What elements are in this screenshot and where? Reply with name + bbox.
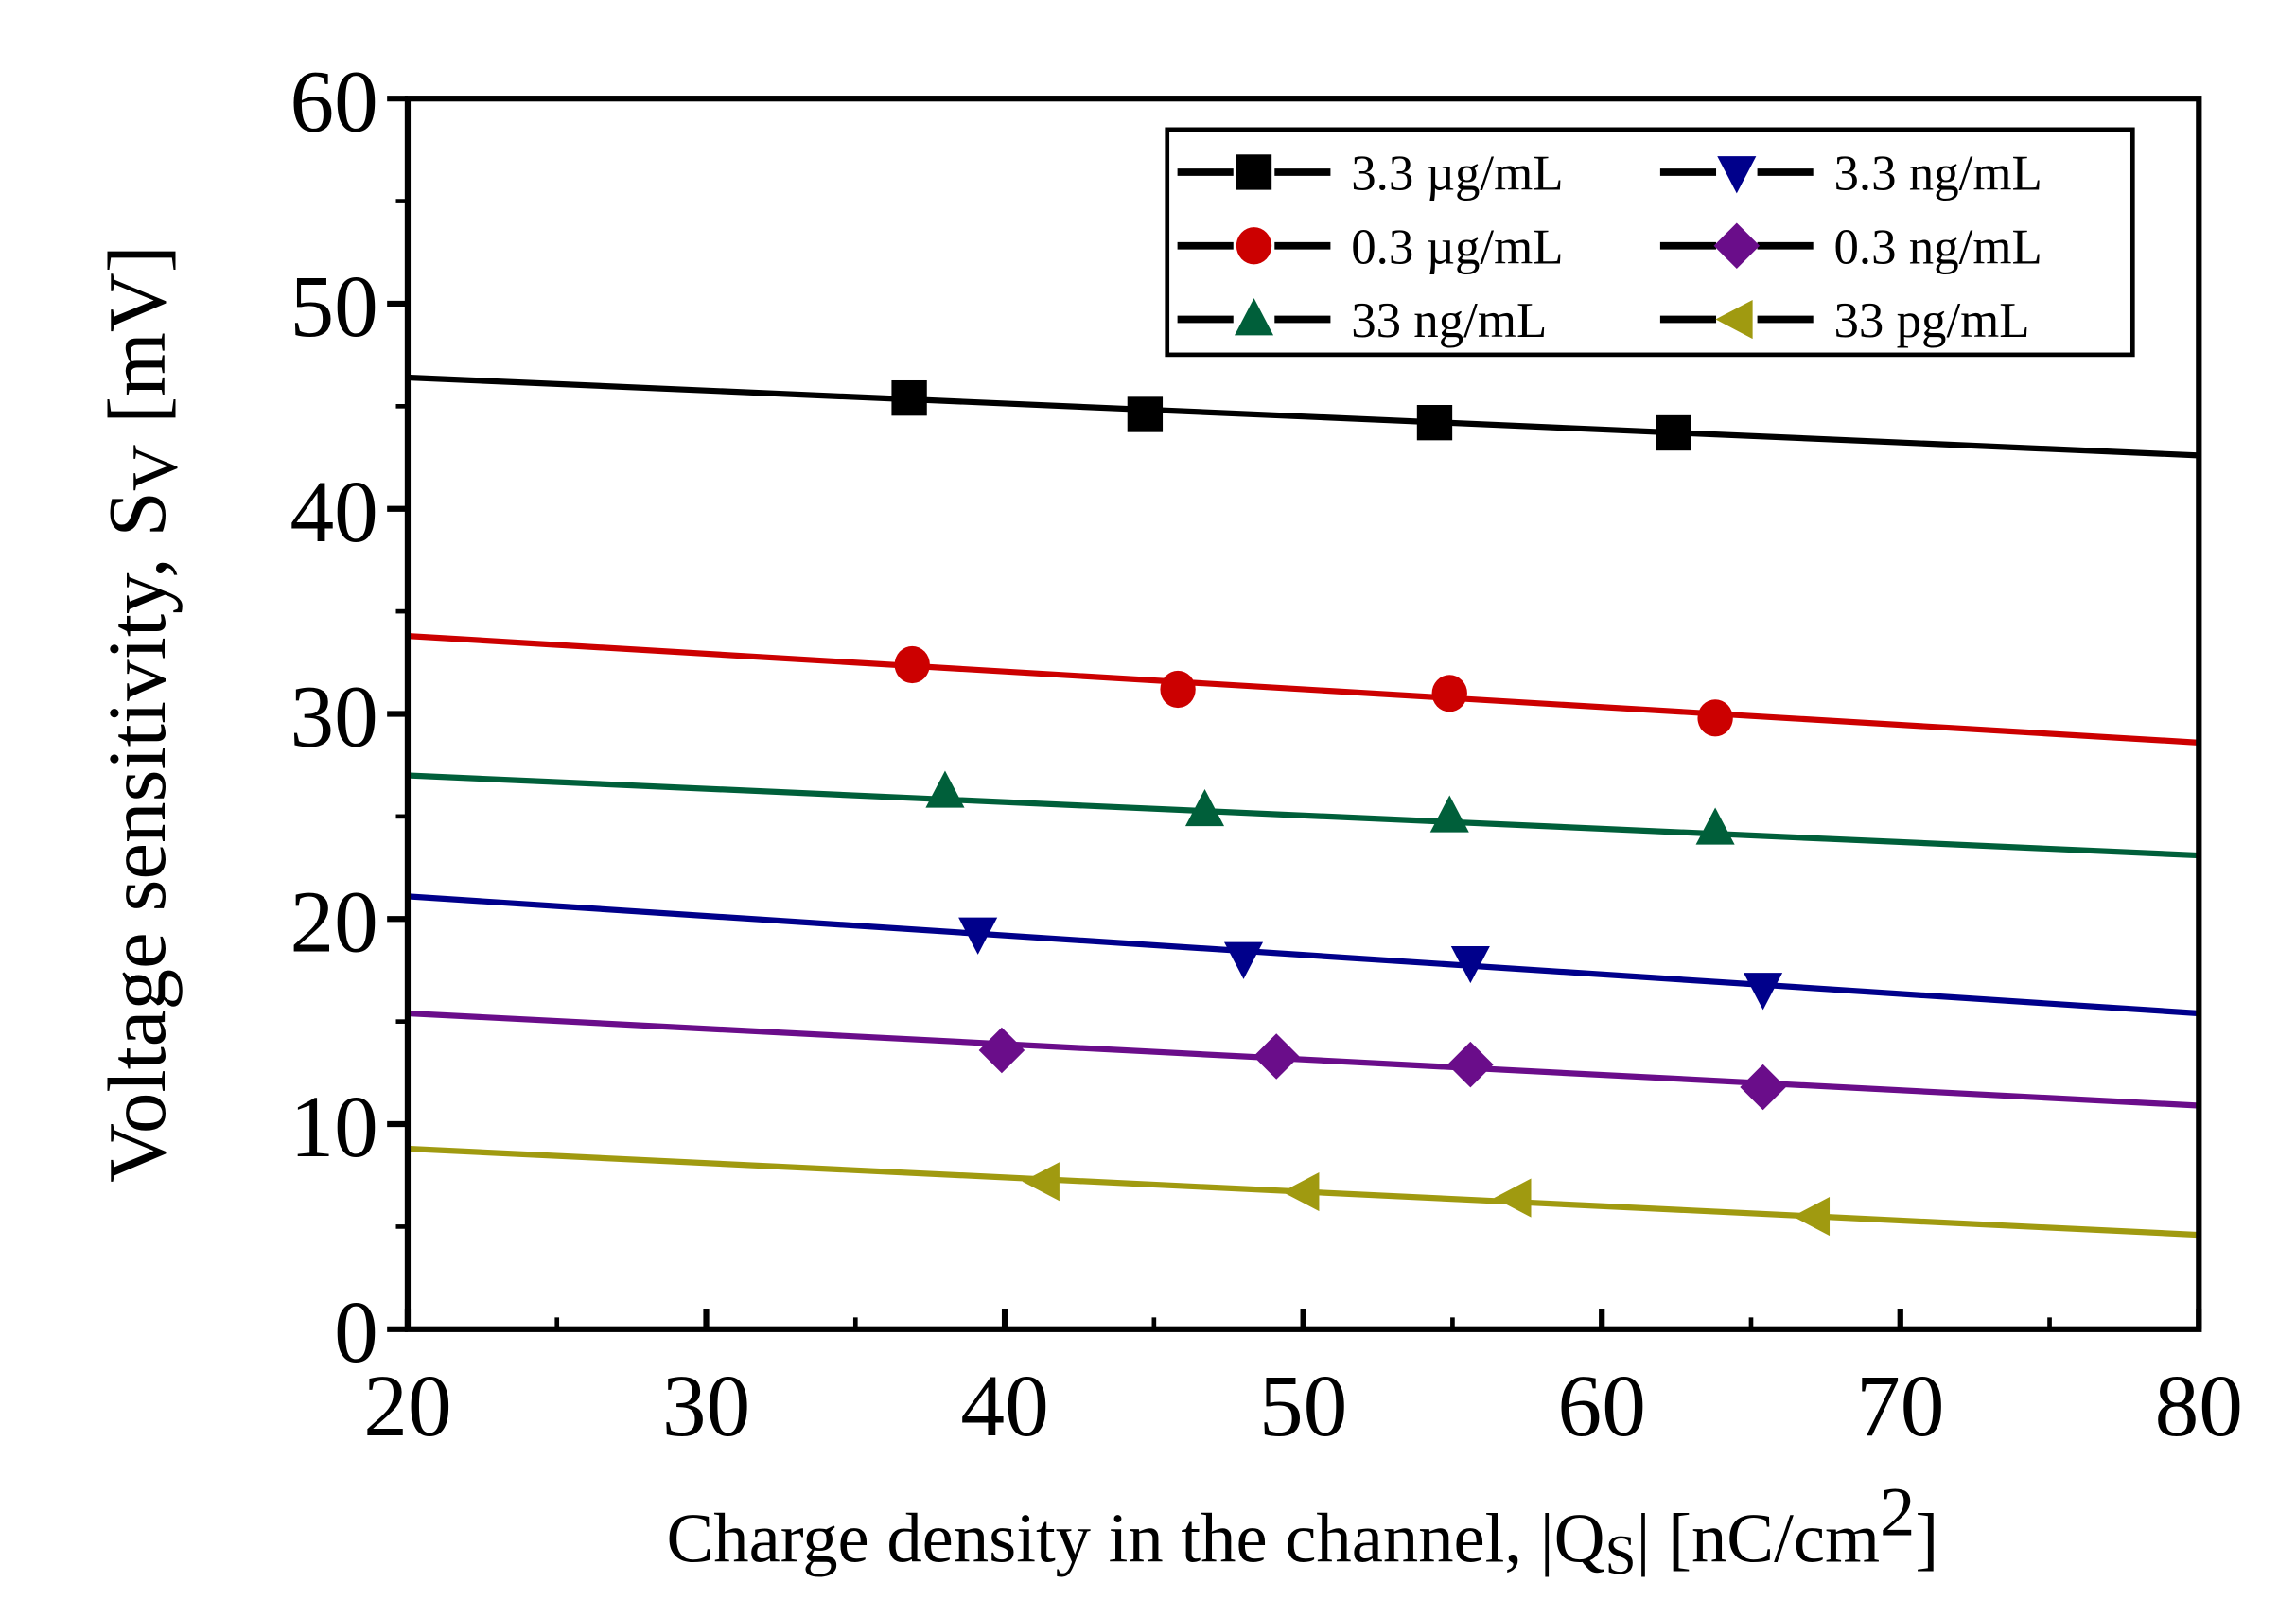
data-point-0-3-g-ml (1697, 699, 1733, 737)
data-point-3-3-ng-ml (958, 917, 998, 955)
data-point-0-3-ng-ml (1740, 1064, 1786, 1111)
legend-marker-0-3-g-ml (1236, 227, 1272, 265)
data-point-0-3-g-ml (1431, 675, 1467, 712)
legend-marker-3-3-g-ml (1236, 154, 1272, 190)
x-tick-label: 80 (2155, 1358, 2243, 1455)
x-tick-label: 50 (1259, 1358, 1347, 1455)
series-lines (407, 374, 2200, 1239)
y-tick-label: 20 (290, 873, 378, 971)
y-tick-label: 50 (290, 258, 378, 356)
fit-line-33-ng-ml (407, 772, 2200, 859)
data-point-3-3-ng-ml (1744, 973, 1783, 1011)
data-point-3-3-g-ml (891, 379, 927, 416)
data-point-3-3-g-ml (1656, 414, 1691, 451)
fit-line-0-3-ng-ml (407, 1010, 2200, 1109)
legend: 3.3 µg/mL 3.3 ng/mL 0.3 µg/mL 0.3 ng/mL 33 n… (1165, 127, 2135, 358)
data-point-0-3-ng-ml (1253, 1033, 1300, 1080)
x-axis-label: Charge density in the channel, |QS| [nC/… (666, 1473, 1938, 1586)
y-tick-label: 30 (290, 669, 378, 766)
legend-label-3-3-ng-ml: 3.3 ng/mL (1833, 147, 2042, 202)
legend-marker-33-ng-ml (1234, 298, 1274, 336)
data-point-3-3-g-ml (1416, 405, 1453, 441)
data-point-33-ng-ml (925, 770, 965, 808)
legend-label-3-3-g-ml: 3.3 µg/mL (1351, 147, 1563, 202)
data-point-33-pg-ml (1022, 1162, 1060, 1202)
y-tick-label: 40 (290, 464, 378, 561)
legend-label-33-ng-ml: 33 ng/mL (1351, 293, 1547, 348)
axis-ticks: 20 30 40 50 60 70 80 0 10 20 30 40 50 60 (290, 53, 2243, 1454)
legend-label-0-3-ng-ml: 0.3 ng/mL (1833, 220, 2042, 274)
series-markers (891, 379, 1831, 1237)
x-tick-label: 30 (662, 1358, 750, 1455)
data-point-33-pg-ml (1282, 1172, 1320, 1212)
data-point-33-ng-ml (1184, 788, 1225, 827)
legend-marker-33-pg-ml (1715, 300, 1753, 340)
fit-line-3-3-ng-ml (407, 893, 2200, 1017)
data-point-3-3-ng-ml (1223, 941, 1264, 979)
data-point-33-pg-ml (1494, 1178, 1532, 1218)
x-tick-label: 70 (1856, 1358, 1944, 1455)
y-axis-label: Voltage sensitivity, SV [mV] (91, 245, 190, 1183)
y-tick-label: 10 (290, 1079, 378, 1176)
y-tick-label: 0 (334, 1284, 378, 1381)
data-point-3-3-ng-ml (1450, 945, 1490, 984)
legend-marker-0-3-ng-ml (1713, 222, 1761, 270)
x-tick-label: 40 (960, 1358, 1048, 1455)
x-tick-label: 20 (363, 1358, 451, 1455)
data-point-0-3-g-ml (1160, 670, 1196, 709)
data-point-0-3-ng-ml (1447, 1041, 1494, 1088)
data-point-33-ng-ml (1695, 807, 1735, 845)
data-point-33-pg-ml (1792, 1197, 1831, 1237)
data-point-0-3-g-ml (894, 645, 930, 684)
fit-line-3-3-g-ml (407, 374, 2200, 459)
data-point-33-ng-ml (1429, 795, 1469, 833)
x-tick-label: 60 (1558, 1358, 1646, 1455)
legend-marker-3-3-ng-ml (1717, 156, 1757, 194)
legend-label-0-3-g-ml: 0.3 µg/mL (1351, 220, 1563, 274)
data-point-3-3-g-ml (1127, 396, 1164, 432)
data-point-0-3-ng-ml (978, 1027, 1025, 1074)
y-tick-label: 60 (290, 53, 378, 150)
fit-line-0-3-g-ml (407, 633, 2200, 746)
legend-label-33-pg-ml: 33 pg/mL (1833, 293, 2029, 348)
